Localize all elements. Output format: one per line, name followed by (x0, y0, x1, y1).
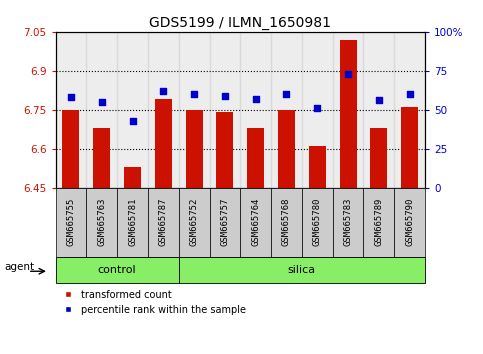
Text: GSM665787: GSM665787 (159, 198, 168, 246)
Text: GDS5199 / ILMN_1650981: GDS5199 / ILMN_1650981 (149, 16, 331, 30)
Bar (93, 128, 110, 188)
Legend: transformed count, percentile rank within the sample: transformed count, percentile rank withi… (58, 290, 246, 315)
Text: GSM665763: GSM665763 (97, 198, 106, 246)
Bar (240, 32, 271, 188)
Bar (179, 188, 210, 257)
Bar (179, 257, 425, 283)
Text: GSM665781: GSM665781 (128, 198, 137, 246)
Bar (210, 32, 240, 188)
Bar (185, 110, 202, 188)
Bar (394, 188, 425, 257)
Text: agent: agent (4, 262, 35, 272)
Bar (340, 40, 356, 188)
Bar (148, 32, 179, 188)
Bar (364, 188, 394, 257)
Bar (56, 188, 86, 257)
Bar (210, 188, 240, 257)
Point (375, 98, 383, 103)
Bar (62, 110, 79, 188)
Bar (216, 112, 233, 188)
Text: GSM665755: GSM665755 (67, 198, 75, 246)
Bar (240, 188, 271, 257)
Bar (302, 32, 333, 188)
Bar (401, 107, 418, 188)
Bar (333, 32, 364, 188)
Bar (370, 128, 387, 188)
Text: GSM665757: GSM665757 (220, 198, 229, 246)
Point (283, 91, 290, 97)
Point (67, 95, 75, 100)
Bar (124, 167, 141, 188)
Point (406, 91, 413, 97)
Bar (56, 32, 86, 188)
Point (221, 93, 229, 98)
Point (252, 96, 259, 102)
Text: GSM665764: GSM665764 (251, 198, 260, 246)
Text: control: control (98, 265, 136, 275)
Bar (86, 188, 117, 257)
Bar (364, 32, 394, 188)
Bar (247, 128, 264, 188)
Text: GSM665780: GSM665780 (313, 198, 322, 246)
Bar (117, 32, 148, 188)
Text: silica: silica (288, 265, 316, 275)
Text: GSM665752: GSM665752 (190, 198, 199, 246)
Bar (271, 32, 302, 188)
Point (313, 105, 321, 111)
Text: GSM665790: GSM665790 (405, 198, 414, 246)
Bar (309, 146, 326, 188)
Bar (117, 188, 148, 257)
Bar (86, 32, 117, 188)
Point (98, 99, 106, 105)
Point (190, 91, 198, 97)
Bar (179, 32, 210, 188)
Bar (271, 188, 302, 257)
Bar (302, 188, 333, 257)
Point (159, 88, 167, 94)
Text: GSM665783: GSM665783 (343, 198, 353, 246)
Bar (333, 188, 364, 257)
Bar (148, 188, 179, 257)
Text: GSM665768: GSM665768 (282, 198, 291, 246)
Bar (56, 257, 179, 283)
Bar (394, 32, 425, 188)
Bar (155, 99, 172, 188)
Point (128, 118, 136, 124)
Point (344, 71, 352, 77)
Text: GSM665789: GSM665789 (374, 198, 384, 246)
Bar (278, 110, 295, 188)
